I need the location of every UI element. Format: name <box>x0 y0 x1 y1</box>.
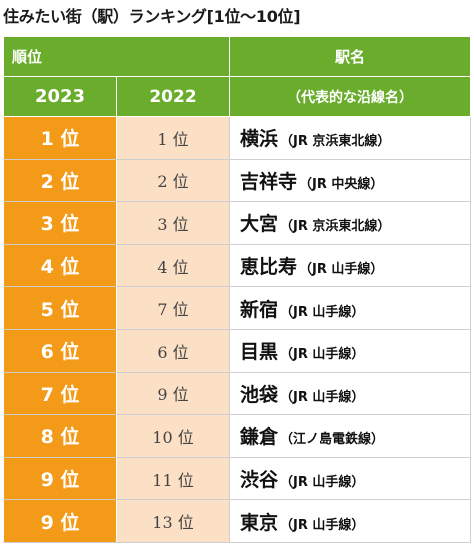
station-header: 駅名 <box>229 36 472 77</box>
line-name: （JR 山手線） <box>280 517 365 533</box>
rank-2023-cell: 1 位 <box>3 116 117 160</box>
rank-2022-cell: 2 位 <box>115 158 231 203</box>
line-header: （代表的な沿線名） <box>229 76 472 117</box>
line-name: （JR 山手線） <box>299 262 384 278</box>
rank-2022-cell: 13 位 <box>115 499 231 543</box>
rank-header: 順位 <box>2 36 231 77</box>
table-row: 9 位 11 位 渋谷 （JR 山手線） <box>3 456 472 501</box>
station-name: 目黒 <box>240 341 279 364</box>
year-2023-header: 2023 <box>3 76 117 117</box>
rank-2022-cell: 9 位 <box>115 371 231 416</box>
station-name: 吉祥寺 <box>240 170 298 193</box>
rank-2023-cell: 4 位 <box>3 243 117 288</box>
year-2022-header: 2022 <box>115 76 231 117</box>
station-cell: 池袋 （JR 山手線） <box>229 371 472 416</box>
rank-2023-cell: 9 位 <box>3 456 117 501</box>
station-cell: 目黒 （JR 山手線） <box>229 328 472 373</box>
table-row: 8 位 10 位 鎌倉 （江ノ島電鉄線） <box>3 414 472 458</box>
station-name: 渋谷 <box>240 469 279 492</box>
station-name: 大宮 <box>240 213 279 236</box>
line-name: （JR 京浜東北線） <box>280 219 391 235</box>
rank-2023-cell: 5 位 <box>3 286 117 330</box>
line-name: （JR 山手線） <box>280 475 365 491</box>
line-name: （JR 山手線） <box>280 389 365 405</box>
station-cell: 東京 （JR 山手線） <box>229 499 472 543</box>
table-row: 4 位 4 位 恵比寿 （JR 山手線） <box>3 243 472 288</box>
station-name: 東京 <box>240 511 279 534</box>
station-name: 池袋 <box>240 383 279 406</box>
table-row: 9 位 13 位 東京 （JR 山手線） <box>3 499 472 543</box>
rank-2022-cell: 11 位 <box>115 456 231 501</box>
station-cell: 恵比寿 （JR 山手線） <box>229 243 472 288</box>
station-cell: 渋谷 （JR 山手線） <box>229 456 472 501</box>
rank-2023-cell: 3 位 <box>3 201 117 245</box>
station-cell: 吉祥寺 （JR 中央線） <box>229 158 472 203</box>
table-row: 6 位 6 位 目黒 （JR 山手線） <box>3 328 472 373</box>
rank-2022-cell: 4 位 <box>115 243 231 288</box>
rank-2022-cell: 6 位 <box>115 328 231 373</box>
table-row: 3 位 3 位 大宮 （JR 京浜東北線） <box>3 201 472 245</box>
rank-2022-cell: 3 位 <box>115 201 231 245</box>
line-name: （JR 京浜東北線） <box>280 134 391 150</box>
station-cell: 新宿 （JR 山手線） <box>229 286 472 330</box>
page-title: 住みたい街（駅）ランキング[1位〜10位] <box>3 7 301 26</box>
line-name: （江ノ島電鉄線） <box>280 432 385 448</box>
station-cell: 大宮 （JR 京浜東北線） <box>229 201 472 245</box>
rank-2022-cell: 7 位 <box>115 286 231 330</box>
table-row: 5 位 7 位 新宿 （JR 山手線） <box>3 286 472 330</box>
line-name: （JR 山手線） <box>280 304 365 320</box>
rank-2023-cell: 2 位 <box>3 158 117 203</box>
header-row-top: 順位 駅名 <box>2 36 472 77</box>
station-cell: 横浜 （JR 京浜東北線） <box>229 116 472 160</box>
rank-2022-cell: 10 位 <box>115 414 231 458</box>
station-name: 横浜 <box>240 128 279 151</box>
table-row: 7 位 9 位 池袋 （JR 山手線） <box>3 371 472 416</box>
station-cell: 鎌倉 （江ノ島電鉄線） <box>229 414 472 458</box>
header-row-sub: 2023 2022 （代表的な沿線名） <box>3 76 472 117</box>
rank-2023-cell: 8 位 <box>3 414 117 458</box>
rank-2023-cell: 7 位 <box>3 371 117 416</box>
line-name: （JR 中央線） <box>299 176 384 192</box>
station-name: 鎌倉 <box>240 426 279 449</box>
rank-2022-cell: 1 位 <box>115 116 231 160</box>
line-name: （JR 山手線） <box>280 347 365 363</box>
station-name: 新宿 <box>240 298 279 321</box>
rank-2023-cell: 9 位 <box>3 499 117 543</box>
station-name: 恵比寿 <box>240 256 298 279</box>
ranking-table: 順位 駅名 2023 2022 （代表的な沿線名） 1 位 1 位 横浜 （JR … <box>2 36 472 543</box>
table-row: 1 位 1 位 横浜 （JR 京浜東北線） <box>3 116 472 160</box>
table-row: 2 位 2 位 吉祥寺 （JR 中央線） <box>3 158 472 203</box>
rank-2023-cell: 6 位 <box>3 328 117 373</box>
